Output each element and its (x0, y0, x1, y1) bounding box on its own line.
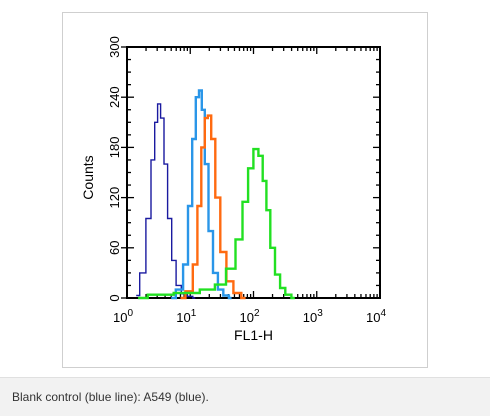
x-tick-label: 102 (239, 308, 259, 325)
x-tick-label: 103 (303, 308, 323, 325)
x-tick-base: 10 (239, 310, 253, 325)
x-tick-label: 104 (366, 308, 386, 325)
series-group (136, 89, 295, 300)
x-tick-exponent: 1 (191, 308, 197, 319)
x-tick-label: 100 (113, 308, 133, 325)
series-line-2 (171, 89, 232, 300)
x-tick-base: 10 (366, 310, 380, 325)
y-axis-title: Counts (80, 155, 96, 199)
x-tick-base: 10 (176, 310, 190, 325)
x-tick-label: 101 (176, 308, 196, 325)
plot-frame (126, 46, 381, 299)
y-tick-label: 180 (107, 137, 122, 159)
figure-caption: Blank control (blue line): A549 (blue). (12, 390, 209, 404)
y-tick-label: 240 (107, 86, 122, 108)
y-tick-label: 300 (107, 36, 122, 58)
caption-bar: Blank control (blue line): A549 (blue). (0, 377, 490, 416)
series-line-1 (136, 103, 196, 299)
axes (121, 46, 381, 299)
x-axis-title: FL1-H (234, 327, 273, 343)
figure-frame (62, 12, 428, 368)
y-tick-label: 0 (107, 294, 122, 301)
x-tick-base: 10 (113, 310, 127, 325)
x-tick-exponent: 4 (380, 308, 386, 319)
y-tick-label: 120 (107, 187, 122, 209)
x-tick-exponent: 3 (317, 308, 323, 319)
series-line-3 (180, 114, 246, 300)
y-tick-label: 60 (107, 241, 122, 255)
x-tick-exponent: 0 (127, 308, 133, 319)
x-tick-exponent: 2 (254, 308, 260, 319)
series-line-4 (138, 147, 295, 300)
x-tick-base: 10 (303, 310, 317, 325)
